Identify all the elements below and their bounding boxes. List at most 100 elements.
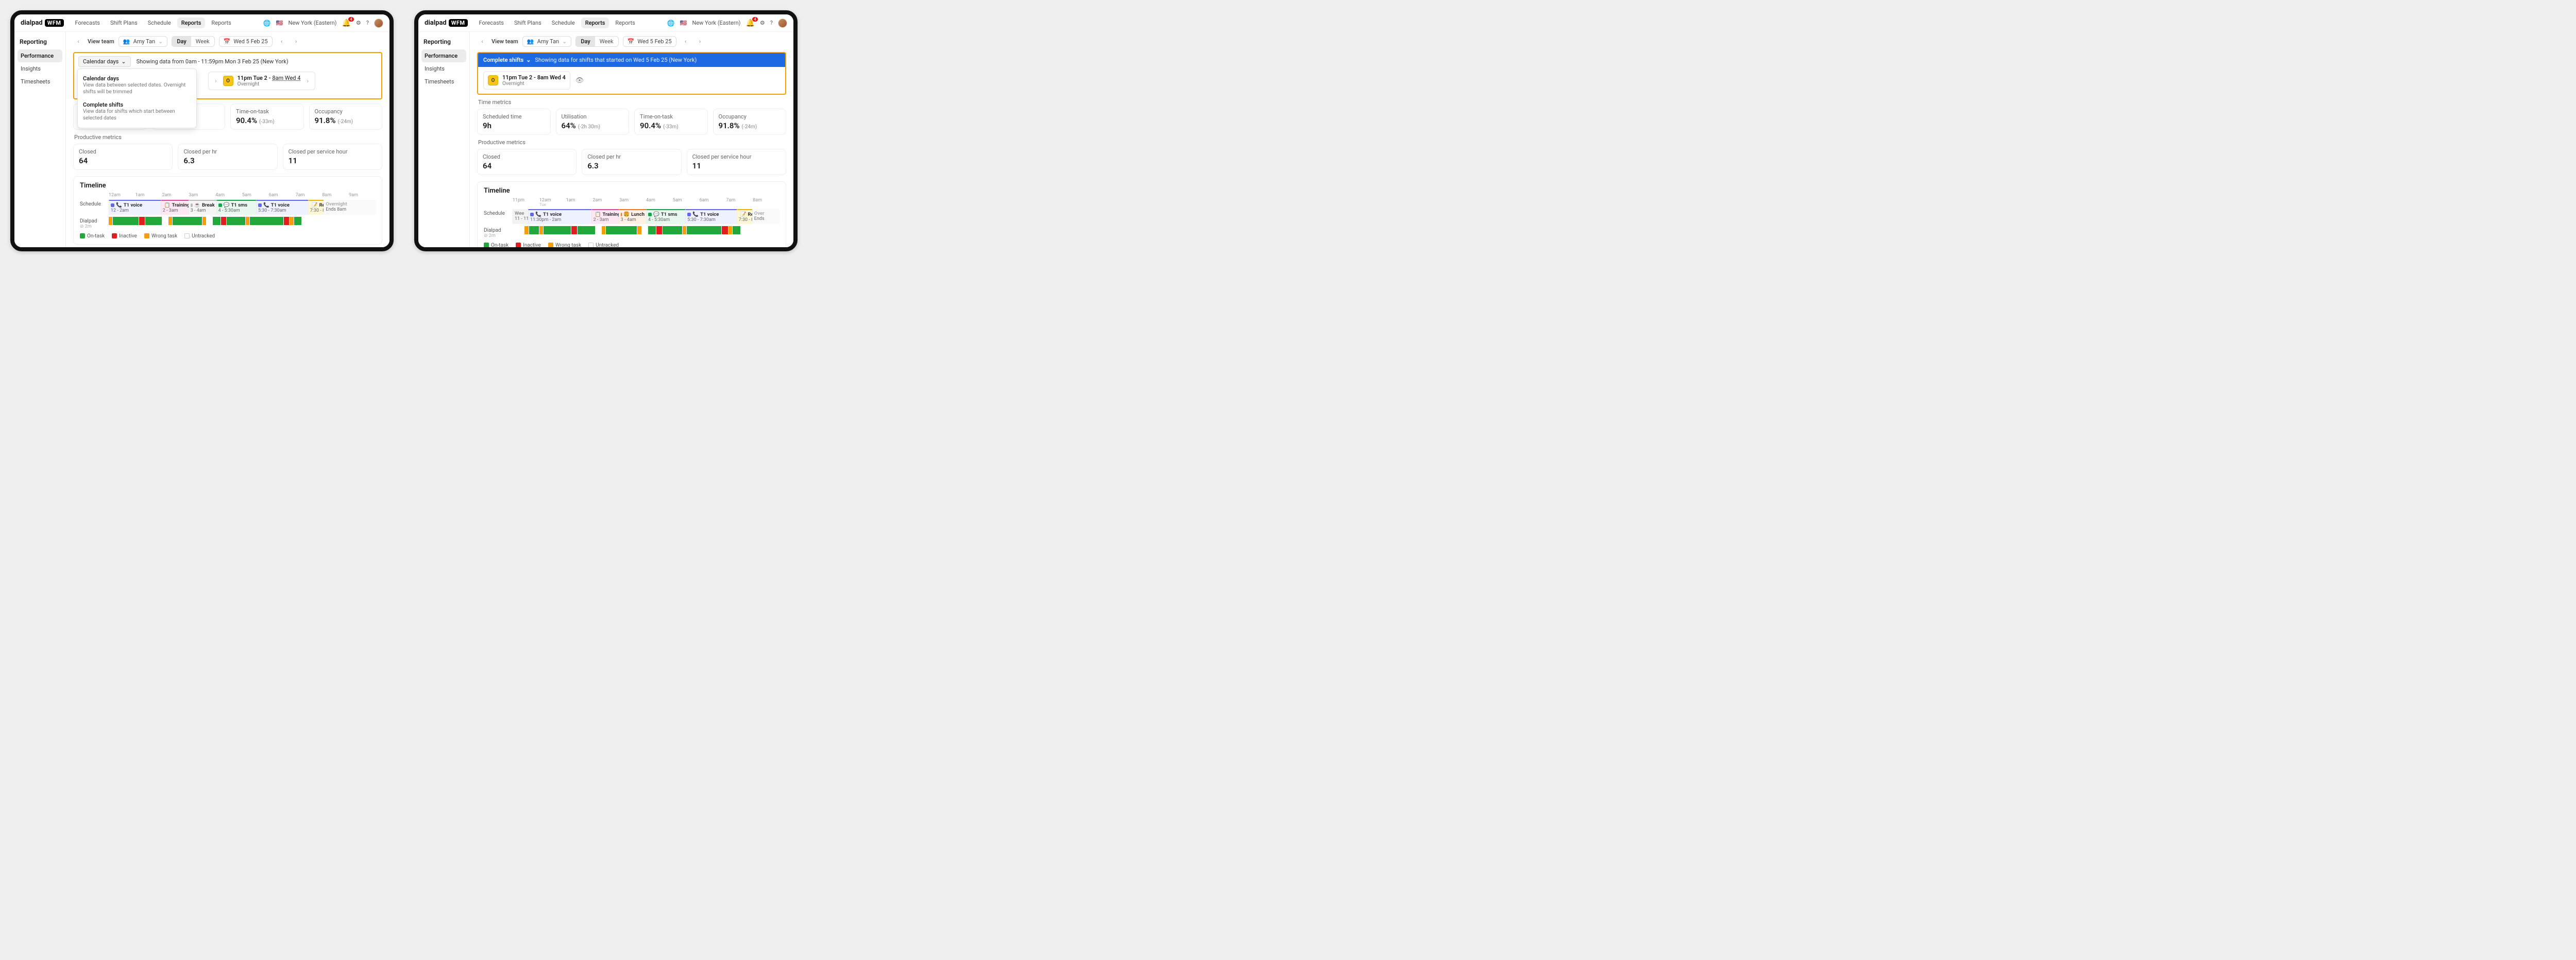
seg-week[interactable]: Week	[191, 37, 214, 46]
nav-shift-plans[interactable]: Shift Plans	[510, 18, 546, 28]
next-shift-icon[interactable]: ›	[304, 77, 311, 84]
help-icon[interactable]: ?	[770, 20, 773, 26]
schedule-block[interactable]: 📞T1 voice12 - 2am	[109, 200, 161, 215]
timeline-legend: On-taskInactiveWrong taskUntracked	[484, 243, 779, 247]
dp-segment	[246, 217, 249, 225]
seg-day[interactable]: Day	[576, 37, 595, 46]
shift-text: 11pm Tue 2 - 8am Wed 4 Overnight	[238, 75, 301, 87]
sidebar-item-insights[interactable]: Insights	[18, 62, 62, 75]
hour-label: 5am	[242, 193, 269, 198]
topbar-right: 🌐 🇺🇸 New York (Eastern) 🔔4 ⚙ ?	[667, 19, 787, 28]
nav-schedule[interactable]: Schedule	[548, 18, 579, 28]
schedule-block[interactable]: 📝Revi7:30 - 8	[737, 209, 752, 224]
kpi-closed-per-hr: Closed per hr6.3	[178, 144, 277, 170]
timezone-label[interactable]: New York (Eastern)	[289, 20, 337, 26]
schedule-block[interactable]: 📝Revi7:30 - 8	[308, 200, 324, 215]
view-team-label[interactable]: View team	[492, 38, 518, 45]
complete-shifts-banner: Complete shifts ⌄ Showing data for shift…	[477, 52, 786, 95]
seg-day[interactable]: Day	[172, 37, 191, 46]
schedule-block[interactable]: 🍔Lunch3 - 4am	[619, 209, 646, 224]
dp-segment	[113, 217, 139, 225]
calendar-icon: 📅	[224, 38, 231, 45]
sidebar-item-timesheets[interactable]: Timesheets	[421, 75, 466, 88]
dp-segment	[683, 226, 686, 234]
sidebar-item-timesheets[interactable]: Timesheets	[18, 75, 62, 88]
chevron-left-icon[interactable]: ‹	[477, 38, 487, 45]
calendar-icon: 📅	[628, 38, 635, 45]
schedule-block[interactable]: 📋Training2 - 3am	[161, 200, 189, 215]
avatar[interactable]	[374, 19, 383, 28]
nav-reports[interactable]: Reports	[611, 18, 639, 28]
nav-forecasts[interactable]: Forecasts	[71, 18, 104, 28]
hour-label: 4am	[646, 198, 673, 207]
data-mode-dropdown[interactable]: Calendar days ⌄	[78, 56, 131, 67]
date-picker[interactable]: 📅 Wed 5 Feb 25	[219, 36, 273, 47]
date-prev-icon[interactable]: ‹	[681, 38, 691, 45]
team-picker[interactable]: 👥 Amy Tan ⌄	[118, 36, 167, 47]
dp-segment	[213, 217, 220, 225]
timezone-label[interactable]: New York (Eastern)	[692, 20, 741, 26]
menu-item-calendar-days[interactable]: Calendar daysView data between selected …	[78, 72, 196, 98]
dialpad-track	[513, 226, 779, 234]
date-next-icon[interactable]: ›	[291, 38, 301, 45]
schedule-block[interactable]: 📋Training2 - 3am	[591, 209, 619, 224]
hour-label: 7am	[726, 198, 753, 207]
schedule-block[interactable]: OvernightEnds 8am	[324, 200, 376, 215]
menu-item-complete-shifts[interactable]: Complete shiftsView data for shifts whic…	[78, 98, 196, 125]
date-prev-icon[interactable]: ‹	[277, 38, 287, 45]
data-mode-dropdown[interactable]: Complete shifts ⌄	[483, 57, 531, 63]
bell-icon[interactable]: 🔔4	[745, 19, 754, 27]
sidebar-item-performance[interactable]: Performance	[18, 49, 62, 62]
bell-icon[interactable]: 🔔4	[342, 19, 350, 27]
eye-icon[interactable]: 👁	[575, 77, 584, 84]
dialpad-track	[109, 217, 376, 225]
date-picker[interactable]: 📅 Wed 5 Feb 25	[623, 36, 676, 47]
nav-forecasts[interactable]: Forecasts	[475, 18, 508, 28]
hour-label: 3am	[189, 193, 215, 198]
range-segment: DayWeek	[172, 36, 214, 47]
globe-icon[interactable]: 🌐	[263, 20, 271, 27]
nav-reports[interactable]: Reports	[581, 18, 609, 28]
legend-item: Inactive	[516, 243, 541, 247]
schedule-block[interactable]: 📞T1 voice5:30 - 7:30am	[685, 209, 736, 224]
avatar[interactable]	[778, 19, 787, 28]
main: ‹ View team 👥 Amy Tan ⌄ DayWeek 📅 Wed 5 …	[470, 32, 793, 247]
shift-line1: 11pm Tue 2 - 8am Wed 4	[502, 74, 566, 81]
help-icon[interactable]: ?	[366, 20, 369, 26]
sidebar-item-performance[interactable]: Performance	[421, 49, 466, 62]
schedule-block[interactable]: 💬T1 sms4 - 5:30am	[646, 209, 685, 224]
sidebar-item-insights[interactable]: Insights	[421, 62, 466, 75]
prev-shift-icon[interactable]: ›	[213, 77, 219, 84]
chevron-left-icon[interactable]: ‹	[73, 38, 83, 45]
legend-item: Wrong task	[548, 243, 581, 247]
nav-reports[interactable]: Reports	[207, 18, 235, 28]
schedule-block[interactable]: 📞T1 voice11:30pm - 2am	[528, 209, 591, 224]
nav-shift-plans[interactable]: Shift Plans	[106, 18, 142, 28]
date-next-icon[interactable]: ›	[695, 38, 705, 45]
schedule-block[interactable]: Wee11 - 11:3	[513, 209, 528, 224]
shift-card[interactable]: O 11pm Tue 2 - 8am Wed 4 Overnight	[483, 71, 570, 90]
kpi-occupancy: Occupancy91.8%(-24m)	[309, 104, 383, 130]
seg-week[interactable]: Week	[595, 37, 618, 46]
kpi-closed-per-service-hour: Closed per service hour11	[283, 144, 382, 170]
gear-icon[interactable]: ⚙	[356, 20, 361, 26]
brand-suffix: WFM	[45, 19, 64, 27]
nav-schedule[interactable]: Schedule	[144, 18, 175, 28]
kpi-scheduled-time: Scheduled time9h	[477, 109, 551, 135]
topbar: dialpad WFM ForecastsShift PlansSchedule…	[14, 14, 389, 32]
view-team-label[interactable]: View team	[88, 38, 114, 45]
team-picker[interactable]: 👥 Amy Tan ⌄	[522, 36, 571, 47]
chevron-down-icon: ⌄	[526, 57, 531, 63]
productive-metrics-row: Closed64Closed per hr6.3Closed per servi…	[73, 144, 382, 170]
timeline-title: Timeline	[80, 182, 376, 190]
gear-icon[interactable]: ⚙	[760, 20, 765, 26]
schedule-block[interactable]: ☕Break3 - 4am	[189, 200, 216, 215]
dp-segment	[741, 226, 779, 234]
schedule-block[interactable]: 📞T1 voice5:30 - 7:30am	[256, 200, 308, 215]
nav-reports[interactable]: Reports	[177, 18, 206, 28]
schedule-row: Schedule 📞T1 voice12 - 2am📋Training2 - 3…	[80, 200, 376, 215]
schedule-block[interactable]: OverEnds	[752, 209, 779, 224]
shift-card[interactable]: › O 11pm Tue 2 - 8am Wed 4 Overnight ›	[208, 72, 315, 90]
globe-icon[interactable]: 🌐	[667, 20, 675, 27]
schedule-block[interactable]: 💬T1 sms4 - 5:30am	[216, 200, 256, 215]
